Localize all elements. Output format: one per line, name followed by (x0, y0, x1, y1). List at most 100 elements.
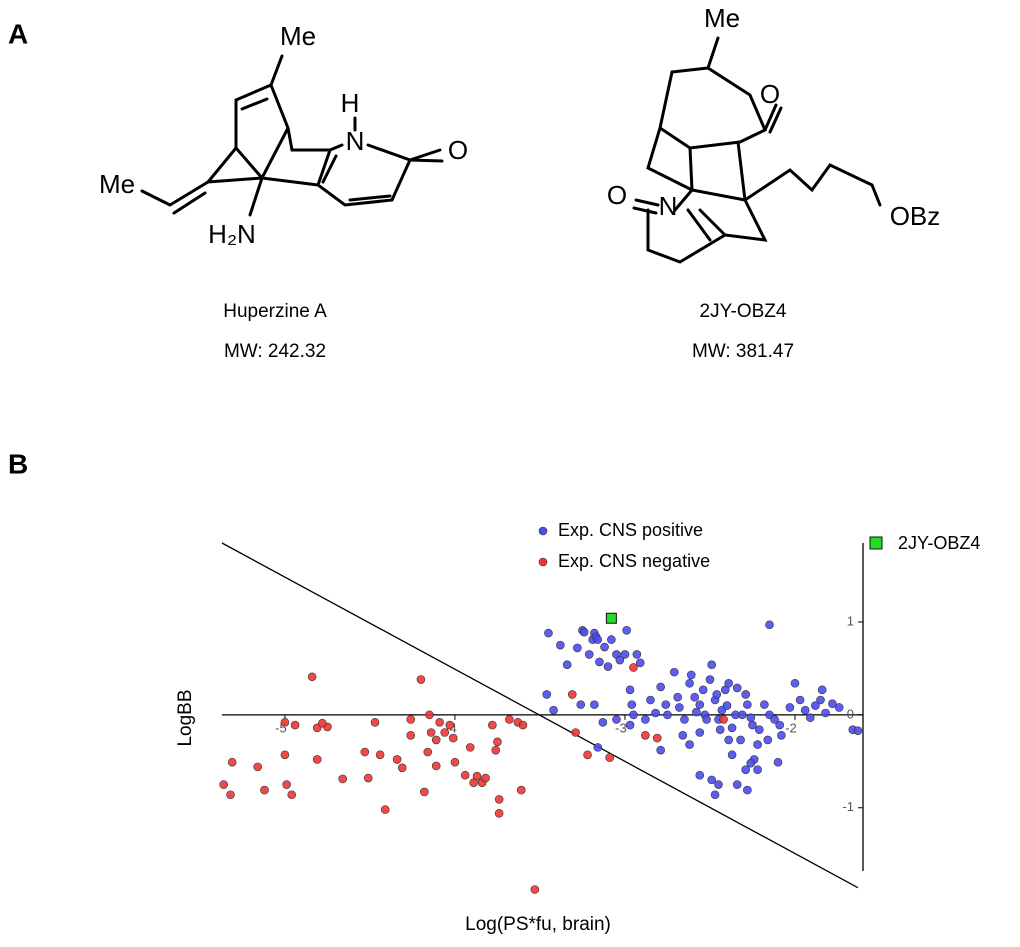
point (795, 695, 805, 705)
point (629, 710, 638, 720)
structure-2jy-obz4: Me O O N OBz (607, 3, 941, 264)
point (290, 720, 300, 730)
point (710, 790, 720, 800)
compound-name: 2JY-OBZ4 (700, 301, 787, 322)
point (686, 670, 696, 680)
point (695, 700, 705, 709)
legend-label: 2JY-OBZ4 (898, 533, 980, 553)
point (853, 726, 863, 735)
structure-huperzine: Me H N O Me H₂N (99, 21, 468, 249)
point (746, 758, 756, 768)
point (663, 710, 672, 720)
point (669, 667, 679, 677)
point (584, 650, 594, 659)
point (448, 733, 458, 743)
atom-label: O (607, 180, 627, 210)
point (426, 728, 436, 737)
point (465, 743, 475, 752)
point (656, 745, 665, 755)
point (573, 643, 582, 653)
point (712, 690, 722, 699)
point (260, 785, 269, 795)
point (590, 700, 599, 709)
point (656, 682, 665, 692)
point (375, 750, 385, 760)
point (282, 780, 291, 789)
atom-label: H₂N (208, 219, 256, 249)
point (494, 795, 504, 804)
point (493, 737, 502, 747)
point (736, 735, 745, 745)
point (707, 660, 716, 669)
compound-name: Huperzine A (223, 301, 327, 322)
x-tick-label: -3 (615, 720, 627, 735)
point (593, 635, 603, 644)
legend-label: Exp. CNS positive (558, 520, 703, 540)
point (312, 755, 322, 764)
point (661, 700, 671, 709)
point (600, 642, 609, 652)
point (777, 730, 786, 740)
atom-label: N (659, 191, 678, 221)
point (673, 692, 682, 702)
point (615, 655, 625, 665)
point (488, 720, 497, 730)
point (219, 780, 229, 789)
compound-mw: MW: 381.47 (692, 341, 794, 362)
point (732, 683, 742, 693)
point (680, 715, 689, 724)
point (544, 628, 553, 638)
point (360, 747, 370, 757)
point (698, 685, 708, 695)
legend-label: Exp. CNS negative (558, 551, 710, 571)
point (652, 733, 662, 743)
y-tick-label: 1 (847, 613, 854, 628)
point (678, 730, 688, 740)
point (646, 695, 655, 705)
point (450, 757, 460, 767)
point (753, 765, 762, 774)
x-tick-label: -2 (785, 720, 797, 735)
point (817, 685, 827, 695)
point (620, 650, 630, 659)
atom-label: O (448, 135, 468, 165)
point (722, 701, 732, 710)
atom-label: Me (280, 21, 316, 51)
point (516, 785, 526, 795)
point (420, 787, 429, 797)
point (707, 775, 716, 785)
point (416, 675, 426, 684)
legend-swatch (869, 536, 883, 550)
point (775, 720, 784, 730)
point (811, 701, 820, 710)
x-tick-label: -5 (275, 720, 287, 735)
point (380, 805, 390, 814)
point (743, 785, 752, 795)
point (607, 635, 616, 644)
point (627, 700, 637, 709)
atom-label: OBz (890, 201, 941, 231)
point (790, 678, 800, 688)
point (605, 753, 614, 762)
panel-label: A (8, 18, 28, 49)
point (805, 713, 815, 722)
point (397, 763, 407, 773)
point (226, 790, 235, 800)
point (280, 750, 290, 760)
point (773, 757, 783, 767)
point (641, 730, 650, 740)
point (598, 717, 608, 727)
point (318, 718, 327, 728)
point (440, 728, 450, 737)
point (641, 715, 650, 724)
point (719, 715, 728, 724)
point (732, 780, 742, 789)
point (625, 685, 635, 695)
panel-label: B (8, 448, 28, 479)
point (705, 675, 715, 684)
point (737, 710, 747, 720)
point (741, 765, 750, 774)
point (741, 690, 750, 699)
point (494, 809, 504, 818)
point (287, 790, 297, 800)
